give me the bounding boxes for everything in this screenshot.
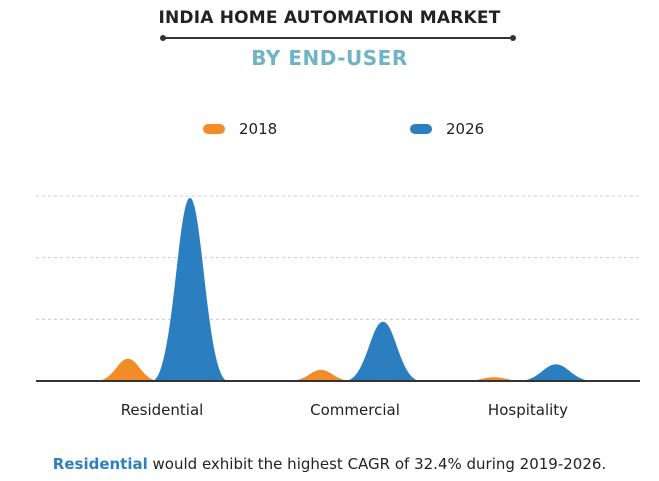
- legend-item-2026: 2026: [410, 120, 484, 138]
- divider-dot-left: [160, 35, 166, 41]
- divider-dot-right: [510, 35, 516, 41]
- x-tick-label-hospitality: Hospitality: [488, 401, 568, 419]
- x-tick-label-residential: Residential: [121, 401, 204, 419]
- chart-footnote: Residential would exhibit the highest CA…: [0, 455, 659, 473]
- peak-2018-commercial: [289, 369, 353, 381]
- chart-title: INDIA HOME AUTOMATION MARKET: [158, 8, 501, 28]
- legend-swatch-2018: [203, 124, 225, 134]
- legend-item-2018: 2018: [203, 120, 277, 138]
- legend-label-2018: 2018: [239, 120, 278, 138]
- footnote-text: would exhibit the highest CAGR of 32.4% …: [147, 455, 607, 473]
- x-tick-label-commercial: Commercial: [310, 401, 400, 419]
- peak-2026-hospitality: [518, 364, 594, 381]
- footnote-highlight: Residential: [52, 455, 148, 473]
- title-divider: [160, 35, 516, 41]
- legend-label-2026: 2026: [446, 120, 485, 138]
- legend-swatch-2026: [410, 124, 432, 134]
- peak-2018-residential: [96, 358, 160, 381]
- peak-2026-commercial: [345, 321, 421, 381]
- peak-2026-residential: [152, 197, 228, 381]
- chart-plot-area: Residential Commercial Hospitality: [36, 195, 640, 419]
- chart-subtitle: BY END-USER: [251, 46, 408, 70]
